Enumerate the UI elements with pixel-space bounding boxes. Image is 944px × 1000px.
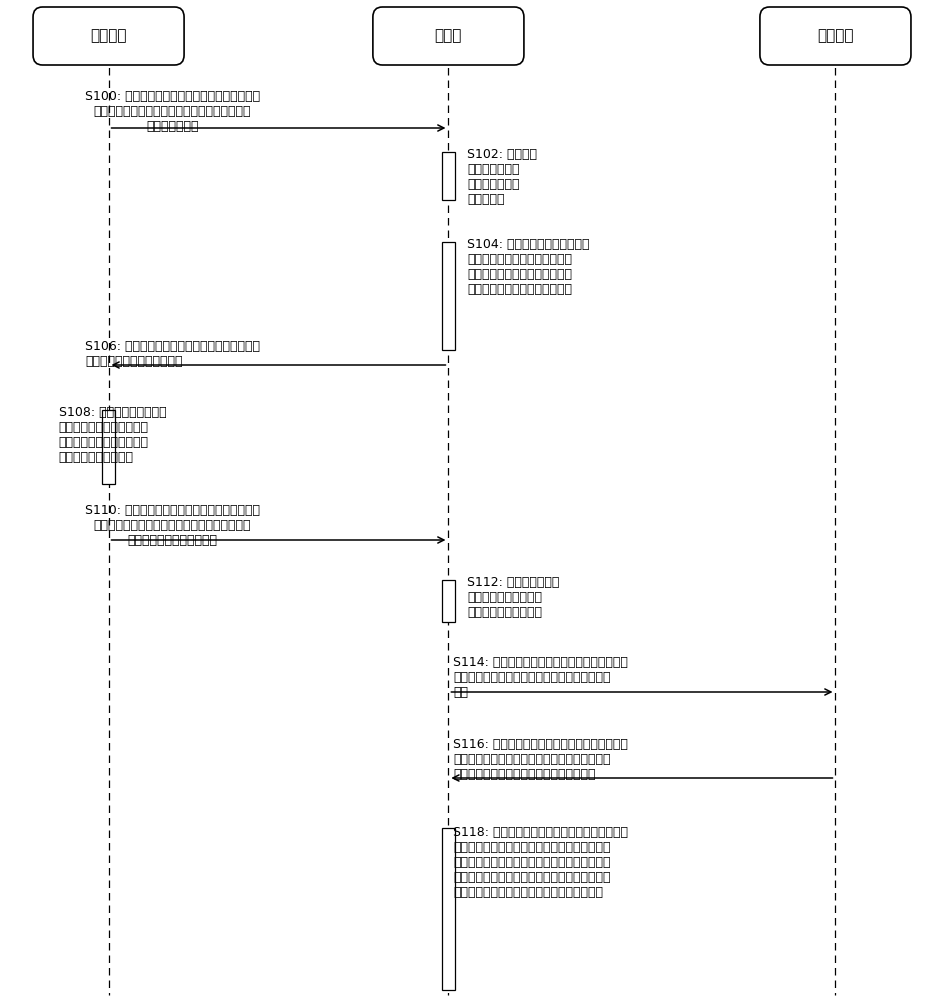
Bar bbox=[442, 152, 454, 200]
Text: S114: 服务器根据所述分发请求中携带的各第二
用户的标识，将所述地址信息分发给所述各第二
用户: S114: 服务器根据所述分发请求中携带的各第二 用户的标识，将所述地址信息分发… bbox=[453, 656, 628, 699]
Bar bbox=[442, 580, 454, 622]
FancyBboxPatch shape bbox=[760, 7, 911, 65]
Text: S110: 第一终端针对每个第二用户，生成携带该
地址信息以及该第二用户的标识的分发请求，并
将该分发请求发送给服务器: S110: 第一终端针对每个第二用户，生成携带该 地址信息以及该第二用户的标识的… bbox=[85, 504, 260, 547]
Text: 第一终端: 第一终端 bbox=[91, 28, 126, 43]
Bar bbox=[442, 242, 454, 350]
Text: S100: 第一终端接收第一用户设置的第一资源的
总资源量和指定数量，将所述总资源量和指定数
量发送给服务器: S100: 第一终端接收第一用户设置的第一资源的 总资源量和指定数量，将所述总资… bbox=[85, 90, 261, 133]
Text: 服务器: 服务器 bbox=[435, 28, 462, 43]
Text: S118: 针对每个第二用户，当服务器接收到该第
二用户基于所述地址信息发送的分配请求时，将
所述资源池中的至少一个待分配资源分配给该第
二用户，所述待分配资源: S118: 针对每个第二用户，当服务器接收到该第 二用户基于所述地址信息发送的分… bbox=[453, 826, 628, 899]
Text: S112: 服务器接收所述
第一用户发送的携带所
述地址信息的分发请求: S112: 服务器接收所述 第一用户发送的携带所 述地址信息的分发请求 bbox=[467, 576, 560, 619]
Text: S102: 获取第一
用户发送的第一
资源的总资源量
和指定数量: S102: 获取第一 用户发送的第一 资源的总资源量 和指定数量 bbox=[467, 148, 537, 206]
Text: S106: 生成所述资源池对应的地址信息，并将所
述地址信息返回所述第一用户: S106: 生成所述资源池对应的地址信息，并将所 述地址信息返回所述第一用户 bbox=[85, 340, 260, 368]
Text: S104: 根据所述总资源量和所述
指定数量，将所述第一资源分割
为所述指定数量的待分配资源，
并将待分配资源添加到资源池中: S104: 根据所述总资源量和所述 指定数量，将所述第一资源分割 为所述指定数量… bbox=[467, 238, 590, 296]
Text: 第二终端: 第二终端 bbox=[818, 28, 853, 43]
Text: S116: 第二终端接收该地址信息并展示，当接收
到第二用户针对展示的该地址信息的操作时，生
成分配请求，并将该分配请求发送给服务器: S116: 第二终端接收该地址信息并展示，当接收 到第二用户针对展示的该地址信息… bbox=[453, 738, 628, 781]
FancyBboxPatch shape bbox=[33, 7, 184, 65]
Bar bbox=[442, 828, 454, 990]
FancyBboxPatch shape bbox=[373, 7, 524, 65]
Text: S108: 第一终端接收服务器
返回的地址信息，并根据第
一用户的操作，确定第一用
户所选择的各第二用户: S108: 第一终端接收服务器 返回的地址信息，并根据第 一用户的操作，确定第一… bbox=[59, 406, 166, 464]
Bar bbox=[102, 410, 115, 484]
